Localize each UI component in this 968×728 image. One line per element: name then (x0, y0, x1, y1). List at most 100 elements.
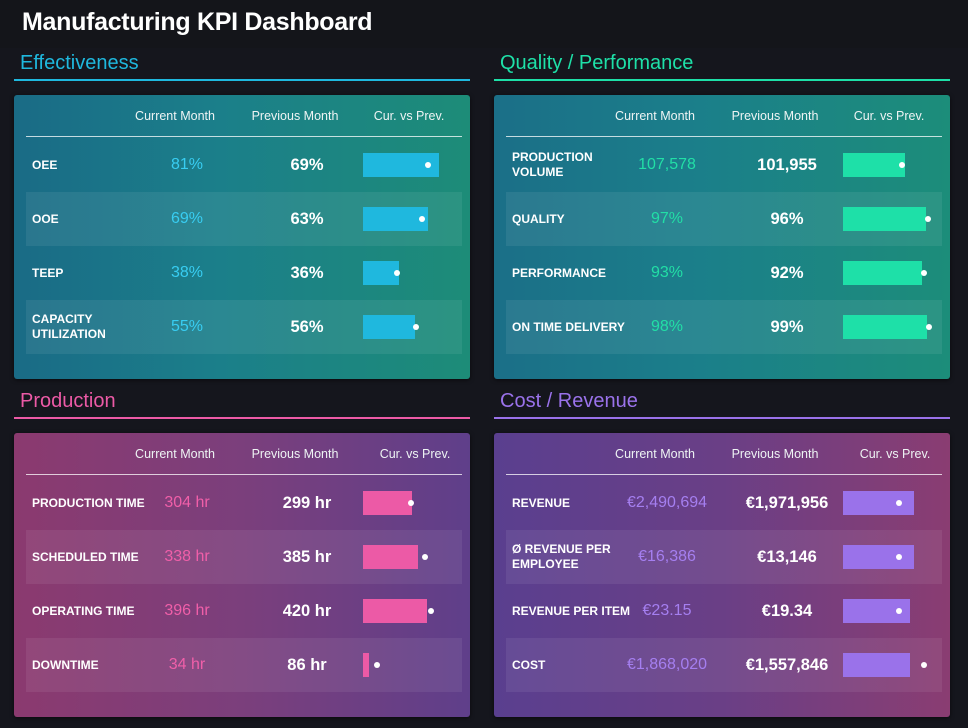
column-header-compare: Cur. vs Prev. (853, 109, 925, 123)
metric-label: REVENUE (512, 495, 571, 510)
metric-label: OPERATING TIME (32, 603, 135, 618)
previous-value: 69% (290, 156, 324, 174)
metric-label: Ø REVENUE PER EMPLOYEE (512, 542, 611, 571)
column-header-current: Current Month (615, 447, 695, 461)
current-value: 396 hr (164, 602, 210, 619)
metric-label: PRODUCTION VOLUME (512, 150, 593, 179)
current-value: 69% (170, 210, 204, 227)
column-header-previous: Previous Month (731, 447, 819, 461)
current-bar (843, 545, 914, 569)
table-row: ON TIME DELIVERY 98% 99% (506, 300, 942, 354)
current-bar (843, 491, 914, 515)
kpi-panel: Current Month Previous Month Cur. vs Pre… (494, 433, 950, 717)
previous-marker (925, 216, 931, 222)
column-header-previous: Previous Month (251, 109, 339, 123)
previous-marker (425, 162, 431, 168)
current-value: €23.15 (642, 602, 692, 619)
metric-label: TEEP (32, 265, 64, 280)
table-row: CAPACITY UTILIZATION 55% 56% (26, 300, 462, 354)
previous-value: 86 hr (287, 656, 327, 674)
previous-value: 101,955 (757, 156, 817, 174)
metric-label: OEE (32, 157, 58, 172)
current-bar (363, 491, 412, 515)
previous-marker (413, 324, 419, 330)
column-header-previous: Previous Month (731, 109, 819, 123)
previous-value: 56% (290, 318, 324, 336)
current-bar (843, 315, 927, 339)
previous-value: €1,557,846 (745, 656, 829, 674)
table-row: DOWNTIME 34 hr 86 hr (26, 638, 462, 692)
table-row: PRODUCTION TIME 304 hr 299 hr (26, 476, 462, 530)
current-value: 93% (650, 264, 684, 281)
previous-value: 36% (290, 264, 324, 282)
header-divider (26, 474, 462, 475)
metric-label: COST (512, 657, 546, 672)
table-row: Ø REVENUE PER EMPLOYEE €16,386 €13,146 (506, 530, 942, 584)
table-row: OEE 81% 69% (26, 138, 462, 192)
metric-label: ON TIME DELIVERY (512, 319, 625, 334)
table-row: PRODUCTION VOLUME 107,578 101,955 (506, 138, 942, 192)
section-title: Cost / Revenue (500, 390, 638, 412)
page-title: Manufacturing KPI Dashboard (22, 8, 373, 36)
current-bar (363, 599, 427, 623)
metric-label: SCHEDULED TIME (32, 549, 139, 564)
header-divider (506, 474, 942, 475)
section-divider (14, 79, 470, 81)
previous-marker (374, 662, 380, 668)
previous-marker (422, 554, 428, 560)
table-row: REVENUE €2,490,694 €1,971,956 (506, 476, 942, 530)
previous-marker (899, 162, 905, 168)
metric-label: REVENUE PER ITEM (512, 603, 631, 618)
previous-value: 99% (770, 318, 804, 336)
previous-marker (419, 216, 425, 222)
current-value: 38% (170, 264, 204, 281)
current-bar (843, 261, 922, 285)
previous-value: €1,971,956 (745, 494, 829, 512)
metric-label: PRODUCTION TIME (32, 495, 145, 510)
column-header-compare: Cur. vs Prev. (373, 109, 445, 123)
previous-value: 420 hr (282, 602, 332, 620)
previous-value: €19.34 (761, 602, 813, 620)
current-value: €2,490,694 (626, 494, 708, 511)
previous-marker (394, 270, 400, 276)
column-header-previous: Previous Month (251, 447, 339, 461)
current-bar (363, 653, 369, 677)
current-value: €1,868,020 (626, 656, 708, 673)
column-header-compare: Cur. vs Prev. (859, 447, 931, 461)
previous-value: 63% (290, 210, 324, 228)
previous-marker (896, 500, 902, 506)
current-value: 97% (650, 210, 684, 227)
previous-marker (408, 500, 414, 506)
column-header-current: Current Month (135, 109, 215, 123)
previous-value: 96% (770, 210, 804, 228)
current-bar (363, 261, 399, 285)
section-divider (494, 417, 950, 419)
column-header-compare: Cur. vs Prev. (379, 447, 451, 461)
kpi-panel: Current Month Previous Month Cur. vs Pre… (14, 433, 470, 717)
table-row: OPERATING TIME 396 hr 420 hr (26, 584, 462, 638)
column-header-current: Current Month (615, 109, 695, 123)
table-row: OOE 69% 63% (26, 192, 462, 246)
metric-label: DOWNTIME (32, 657, 99, 672)
metric-label: OOE (32, 211, 59, 226)
table-row: TEEP 38% 36% (26, 246, 462, 300)
current-bar (843, 653, 910, 677)
previous-marker (896, 608, 902, 614)
metric-label: QUALITY (512, 211, 565, 226)
header-divider (506, 136, 942, 137)
current-value: €16,386 (638, 548, 696, 565)
previous-value: 385 hr (282, 548, 332, 566)
section-divider (494, 79, 950, 81)
current-value: 98% (650, 318, 684, 335)
current-bar (363, 545, 418, 569)
table-row: REVENUE PER ITEM €23.15 €19.34 (506, 584, 942, 638)
previous-marker (926, 324, 932, 330)
header-bar: Manufacturing KPI Dashboard (0, 0, 968, 48)
metric-label: CAPACITY UTILIZATION (32, 312, 106, 341)
section-title: Production (20, 390, 116, 412)
current-bar (843, 153, 905, 177)
current-value: 81% (170, 156, 204, 173)
section-title: Effectiveness (20, 52, 139, 74)
section-divider (14, 417, 470, 419)
kpi-panel: Current Month Previous Month Cur. vs Pre… (14, 95, 470, 379)
